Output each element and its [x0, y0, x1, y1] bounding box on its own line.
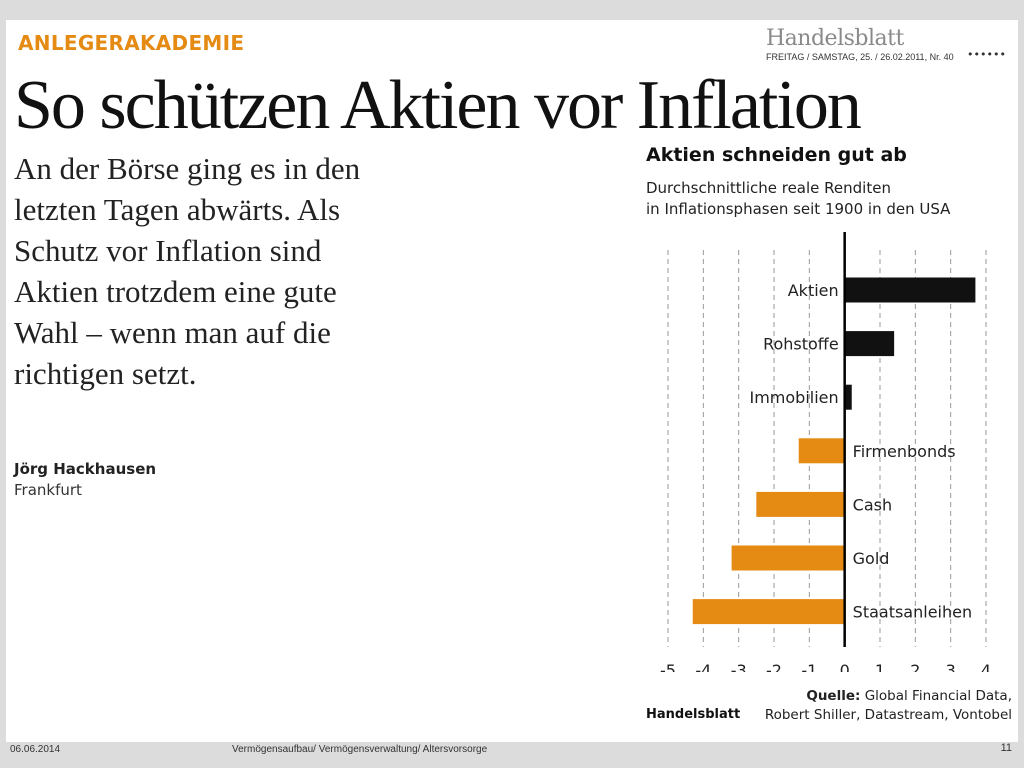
x-tick-label: 2 [910, 661, 920, 672]
x-tick-label: 0 [840, 661, 850, 672]
author-name: Jörg Hackhausen [14, 460, 157, 478]
source-line: Global Financial Data, [864, 688, 1012, 704]
slide: ANLEGERAKADEMIE Handelsblatt FREITAG / S… [6, 20, 1018, 742]
returns-bar-chart: Aktien Rohstoffe Immobilien Firmenbonds Cash… [660, 232, 991, 672]
chart-subtitle: Durchschnittliche reale Renditen in Infl… [646, 178, 950, 220]
x-tick-label: -5 [660, 661, 676, 672]
category-label: Aktien [788, 281, 839, 300]
category-label: Rohstoffe [763, 335, 839, 354]
bar-aktien [844, 277, 976, 303]
category-label: Firmenbonds [853, 442, 956, 461]
footer-date: 06.06.2014 [10, 744, 61, 755]
chart-subtitle-line: Durchschnittliche reale Renditen [646, 179, 891, 197]
chart-source: Quelle: Global Financial Data, Robert Sh… [765, 687, 1012, 725]
author-location: Frankfurt [14, 481, 82, 499]
chart-title: Aktien schneiden gut ab [646, 144, 907, 166]
bar-firmenbonds [798, 438, 845, 464]
bar-cash [756, 491, 845, 517]
x-tick-label: -1 [801, 661, 817, 672]
category-label: Gold [853, 549, 890, 568]
bar-gold [731, 545, 845, 571]
x-tick-label: -4 [695, 661, 711, 672]
x-tick-label: 4 [981, 661, 991, 672]
x-tick-label: 3 [946, 661, 956, 672]
bar-staatsanleihen [692, 599, 845, 625]
x-tick-label: -3 [731, 661, 747, 672]
newspaper-logo: Handelsblatt [766, 26, 904, 51]
page-number: 11 [1000, 742, 1012, 754]
source-brand: Handelsblatt [646, 707, 741, 722]
x-tick-label: -2 [766, 661, 782, 672]
chart-subtitle-line: in Inflationsphasen seit 1900 in den USA [646, 200, 951, 218]
headline: So schützen Aktien vor Inflation [14, 67, 862, 144]
lead-text: An der Börse ging es in den letzten Tage… [14, 151, 361, 391]
source-line: Robert Shiller, Datastream, Vontobel [764, 707, 1012, 723]
category-label: Staatsanleihen [853, 603, 972, 622]
category-label: Cash [853, 495, 892, 514]
footer-topic: Vermögensaufbau/ Vermögensverwaltung/ Al… [232, 744, 488, 755]
bar-rohstoffe [844, 331, 895, 357]
source-label: Quelle: [806, 688, 861, 704]
section-kicker: ANLEGERAKADEMIE [18, 31, 245, 55]
x-tick-label: 1 [875, 661, 885, 672]
bar-immobilien [844, 384, 852, 410]
category-label: Immobilien [750, 388, 839, 407]
dateline-dots: •••••• [967, 48, 1006, 61]
dateline: FREITAG / SAMSTAG, 25. / 26.02.2011, Nr.… [766, 52, 954, 62]
